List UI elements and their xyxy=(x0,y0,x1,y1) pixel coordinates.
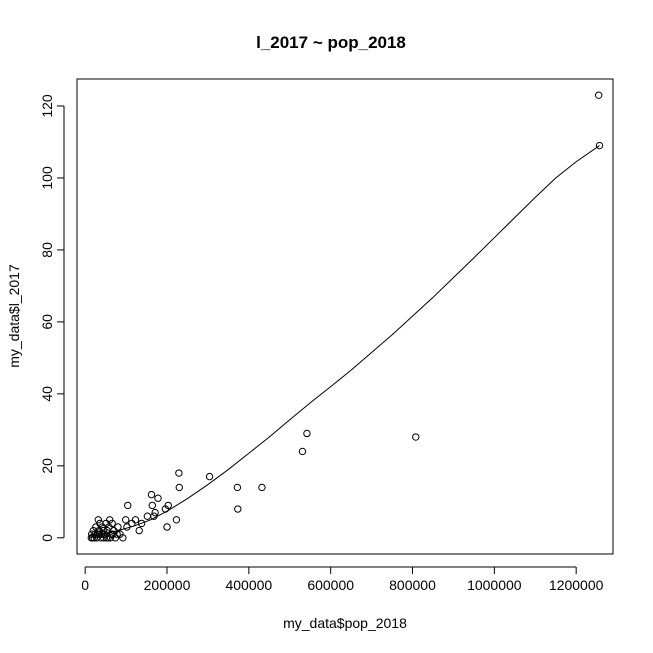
data-point xyxy=(412,433,420,441)
data-point xyxy=(99,526,107,535)
data-point xyxy=(94,516,102,524)
data-point xyxy=(148,501,156,510)
data-point xyxy=(101,530,109,538)
y-tick-label: 80 xyxy=(39,242,55,258)
data-point xyxy=(147,490,156,499)
data-point xyxy=(87,534,96,542)
y-tick-label: 120 xyxy=(39,94,55,118)
x-axis-label: my_data$pop_2018 xyxy=(283,615,407,631)
data-point xyxy=(88,530,96,538)
data-point xyxy=(123,523,131,531)
data-point xyxy=(595,141,604,150)
x-axis: 0 200000 400000 600000 800000 1000000 1200000 xyxy=(81,566,604,593)
data-point xyxy=(298,447,307,456)
data-point xyxy=(154,494,162,502)
y-tick-label: 0 xyxy=(39,534,55,542)
x-tick-label: 600000 xyxy=(307,577,354,593)
y-axis: 0 20 40 60 80 100 120 xyxy=(39,94,65,542)
x-tick-label: 800000 xyxy=(389,577,436,593)
data-point xyxy=(102,534,111,542)
data-point xyxy=(124,501,132,510)
data-point xyxy=(128,519,136,528)
y-tick-label: 40 xyxy=(39,386,55,402)
x-tick-label: 400000 xyxy=(225,577,272,593)
plot-area-box xyxy=(76,78,614,555)
data-point xyxy=(96,519,104,528)
data-point xyxy=(175,469,183,477)
data-point xyxy=(234,505,242,513)
y-tick-label: 60 xyxy=(39,314,55,330)
data-point xyxy=(99,534,108,542)
data-point xyxy=(172,516,181,524)
data-point xyxy=(594,91,603,99)
data-point xyxy=(205,472,214,481)
data-point xyxy=(89,526,98,535)
data-point xyxy=(143,512,152,520)
data-point xyxy=(131,516,140,524)
data-point xyxy=(137,519,146,528)
data-point xyxy=(121,516,130,524)
y-tick-label: 100 xyxy=(39,166,55,190)
data-point xyxy=(135,526,143,535)
data-point xyxy=(175,483,183,492)
data-point xyxy=(161,505,170,513)
data-points xyxy=(87,91,604,542)
data-point xyxy=(151,508,159,517)
data-point xyxy=(258,483,266,492)
chart-title: l_2017 ~ pop_2018 xyxy=(256,33,406,52)
data-point xyxy=(116,530,124,538)
x-tick-label: 1000000 xyxy=(467,577,522,593)
data-point xyxy=(303,429,311,438)
y-axis-label: my_data$l_2017 xyxy=(6,264,22,368)
y-tick-label: 20 xyxy=(39,458,55,474)
data-point xyxy=(163,523,171,531)
data-point xyxy=(233,483,242,492)
x-tick-label: 0 xyxy=(81,577,89,593)
fit-line xyxy=(91,145,600,537)
x-tick-label: 1200000 xyxy=(549,577,604,593)
x-tick-label: 200000 xyxy=(144,577,191,593)
data-point xyxy=(114,523,122,531)
data-point xyxy=(109,530,117,538)
